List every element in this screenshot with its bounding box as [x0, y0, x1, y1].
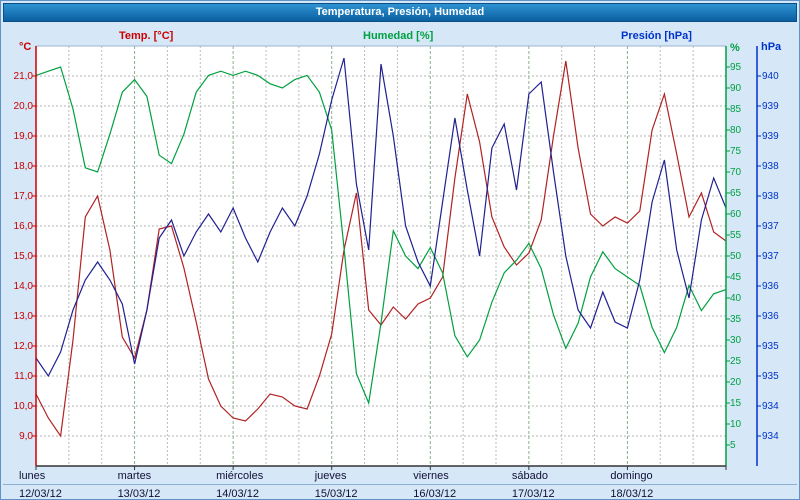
- humidity-tick-label: 70: [730, 167, 742, 178]
- pressure-tick-label: 935: [762, 341, 779, 352]
- day-name-label: lunes: [19, 470, 46, 482]
- humidity-tick-label: 95: [730, 62, 742, 73]
- temp-tick-label: 17,0: [13, 191, 33, 202]
- temp-tick-label: 14,0: [13, 281, 33, 292]
- day-date-label: 17/03/12: [511, 488, 555, 500]
- pressure-tick-label: 934: [762, 401, 779, 412]
- chart-plot-area: [32, 45, 761, 470]
- pressure-axis-unit: hPa: [761, 41, 782, 53]
- pressure-tick-label: 939: [762, 101, 779, 112]
- humidity-tick-label: 75: [730, 146, 742, 157]
- humidity-tick-label: 35: [730, 314, 742, 325]
- humidity-tick-label: 55: [730, 230, 742, 241]
- humidity-tick-label: 45: [730, 272, 742, 283]
- date-row-separator: [3, 484, 797, 485]
- legend-pressure: Presión [hPa]: [621, 30, 692, 42]
- humidity-tick-label: 85: [730, 104, 742, 115]
- humidity-tick-label: 50: [730, 251, 742, 262]
- humidity-tick-label: 40: [730, 293, 742, 304]
- humidity-axis-unit: %: [730, 42, 740, 54]
- temp-tick-label: 19,0: [13, 131, 33, 142]
- temp-tick-label: 10,0: [13, 401, 33, 412]
- day-name-label: viernes: [413, 470, 449, 482]
- series-line-temp: [35, 60, 727, 438]
- temp-tick-label: 15,0: [13, 251, 33, 262]
- day-date-label: 14/03/12: [216, 488, 259, 500]
- humidity-tick-label: 10: [730, 419, 742, 430]
- pressure-tick-label: 934: [762, 431, 779, 442]
- chart-plot: [32, 45, 761, 470]
- pressure-tick-label: 936: [762, 281, 779, 292]
- humidity-tick-label: 5: [730, 440, 736, 451]
- pressure-tick-label: 938: [762, 161, 779, 172]
- series-line-humidity: [35, 66, 727, 406]
- day-date-label: 16/03/12: [413, 488, 457, 500]
- temp-tick-label: 20,0: [13, 101, 33, 112]
- series-line-pressure: [35, 57, 727, 378]
- humidity-tick-label: 30: [730, 335, 742, 346]
- pressure-tick-label: 936: [762, 311, 779, 322]
- humidity-tick-label: 65: [730, 188, 742, 199]
- temp-tick-label: 16,0: [13, 221, 33, 232]
- day-name-label: sábado: [511, 470, 548, 482]
- temp-axis-unit: °C: [19, 41, 32, 53]
- humidity-tick-label: 60: [730, 209, 742, 220]
- pressure-tick-label: 940: [762, 71, 779, 82]
- pressure-tick-label: 938: [762, 191, 779, 202]
- day-name-label: domingo: [610, 470, 653, 482]
- humidity-tick-label: 90: [730, 83, 742, 94]
- pressure-tick-label: 937: [762, 221, 779, 232]
- humidity-tick-label: 20: [730, 377, 742, 388]
- day-date-label: 12/03/12: [19, 488, 62, 500]
- day-name-label: jueves: [314, 470, 347, 482]
- temp-tick-label: 18,0: [13, 161, 33, 172]
- legend-temperature: Temp. [°C]: [119, 30, 174, 42]
- day-date-label: 15/03/12: [314, 488, 358, 500]
- day-date-label: 13/03/12: [117, 488, 161, 500]
- humidity-tick-label: 80: [730, 125, 742, 136]
- day-name-label: miércoles: [216, 470, 264, 482]
- pressure-tick-label: 935: [762, 371, 779, 382]
- day-date-label: 18/03/12: [610, 488, 654, 500]
- temp-tick-label: 21,0: [13, 71, 33, 82]
- temp-tick-label: 12,0: [13, 341, 33, 352]
- window-title: Temperatura, Presión, Humedad: [3, 3, 797, 22]
- humidity-tick-label: 15: [730, 398, 742, 409]
- day-name-label: martes: [117, 470, 152, 482]
- legend-humidity: Humedad [%]: [363, 30, 434, 42]
- temp-tick-label: 9,0: [19, 431, 33, 442]
- humidity-tick-label: 25: [730, 356, 742, 367]
- pressure-tick-label: 939: [762, 131, 779, 142]
- temp-tick-label: 11,0: [14, 371, 33, 382]
- pressure-tick-label: 937: [762, 251, 779, 262]
- temp-tick-label: 13,0: [13, 311, 33, 322]
